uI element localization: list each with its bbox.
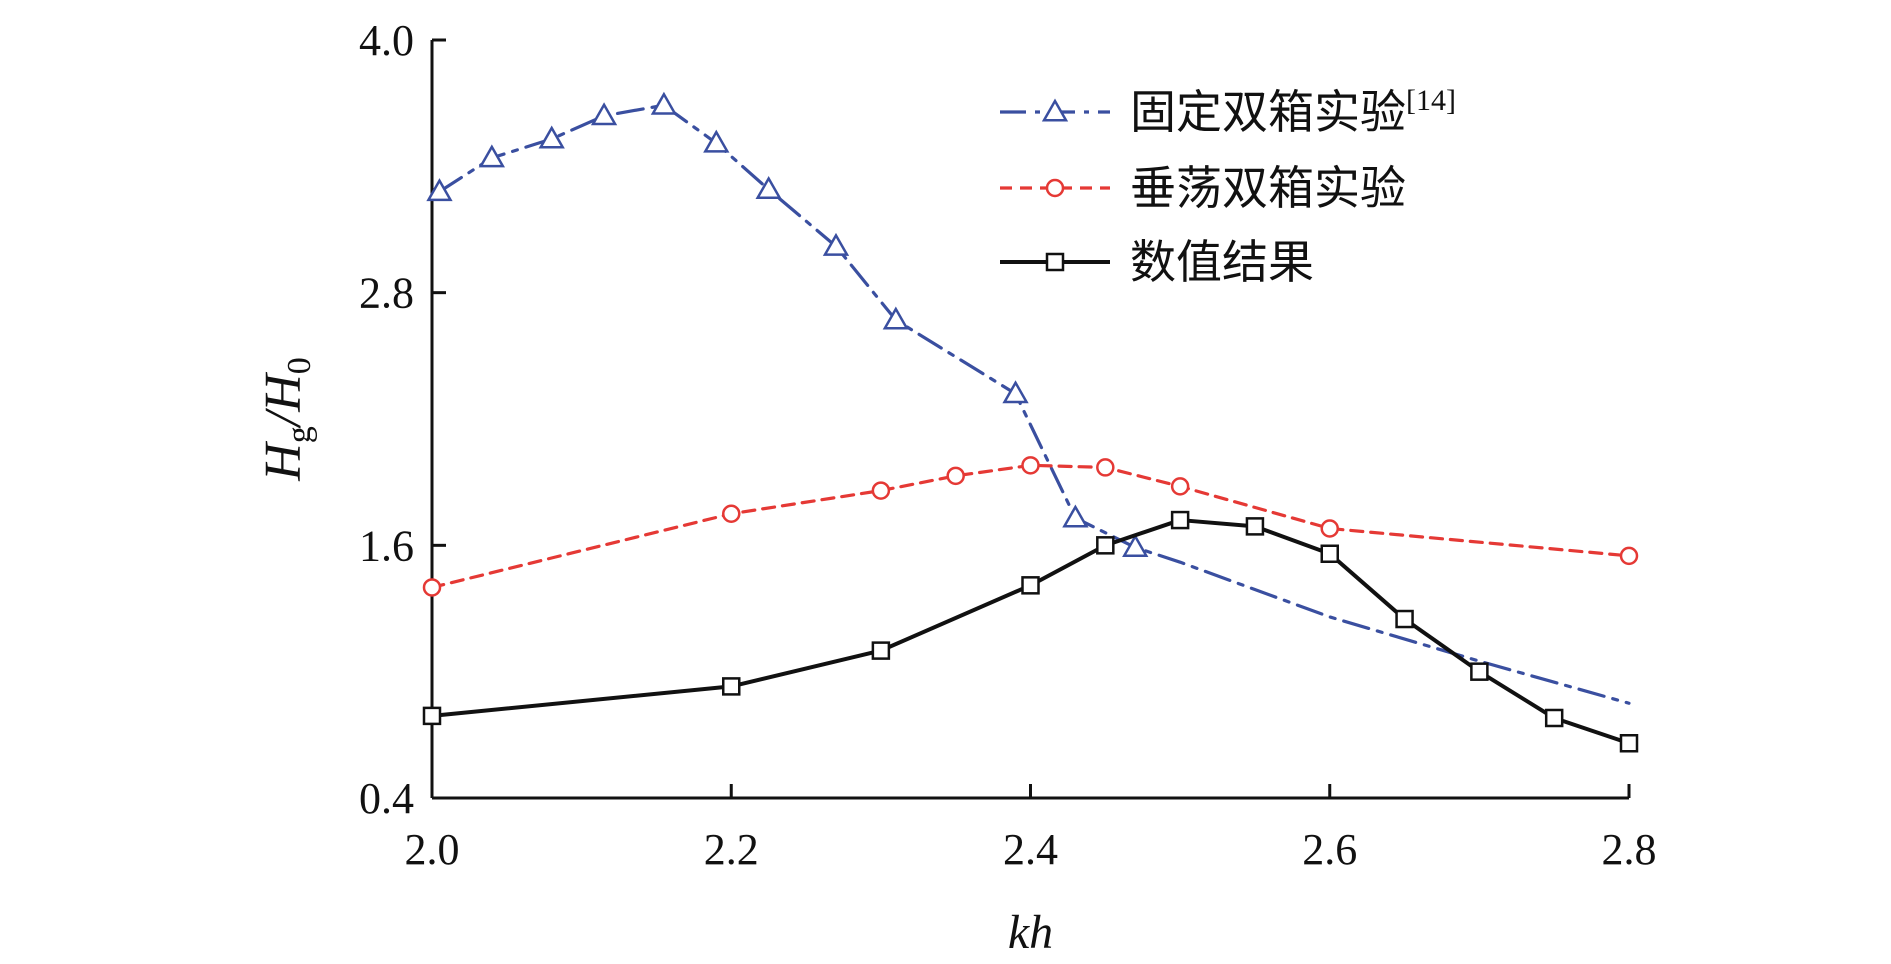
data-point <box>1470 662 1489 681</box>
data-point <box>882 306 909 330</box>
legend-reference: [14] <box>1406 84 1456 117</box>
data-point <box>1122 533 1149 557</box>
data-point <box>755 175 782 199</box>
y-tick-label: 1.6 <box>359 521 414 570</box>
data-point <box>650 91 678 115</box>
data-point <box>538 125 565 149</box>
legend-label: 数值结果 <box>1130 235 1314 289</box>
data-point <box>1320 544 1339 564</box>
series-line <box>437 103 1631 705</box>
x-axis-label: kh <box>1008 906 1053 959</box>
y-tick-label: 2.8 <box>359 269 414 318</box>
data-point <box>1619 734 1639 753</box>
legend-label: 垂荡双箱实验 <box>1130 161 1406 215</box>
data-point <box>590 102 618 126</box>
data-point <box>871 481 891 500</box>
series-line <box>430 463 1631 590</box>
data-point <box>871 641 891 660</box>
data-point <box>1096 536 1115 555</box>
data-point <box>703 129 730 153</box>
legend-item-1: 固定双箱实验[14] <box>1000 84 1456 139</box>
y-axis-label-sub2: 0 <box>281 357 318 374</box>
data-point <box>1544 708 1564 728</box>
data-point <box>722 504 741 523</box>
data-point <box>1245 517 1265 536</box>
x-tick-label: 2.0 <box>405 825 460 874</box>
data-point <box>1021 576 1040 595</box>
legend-label: 固定双箱实验[14] <box>1130 84 1456 139</box>
data-point <box>1170 477 1190 496</box>
data-point <box>722 677 741 696</box>
data-point <box>1002 380 1029 404</box>
x-tick-label: 2.2 <box>704 825 759 874</box>
series-1 <box>426 91 1631 705</box>
x-tick-label: 2.6 <box>1302 825 1357 874</box>
data-point <box>426 178 453 202</box>
y-axis-label-main: H <box>255 441 312 482</box>
data-point <box>422 706 442 726</box>
data-point <box>478 144 506 168</box>
data-point <box>822 232 850 256</box>
data-point <box>1320 519 1339 538</box>
x-tick-label: 2.4 <box>1003 825 1058 874</box>
series-line <box>430 518 1631 746</box>
data-point <box>1619 546 1639 566</box>
data-point <box>1395 609 1414 629</box>
y-axis-label-mid: /H <box>255 372 312 429</box>
data-point <box>1021 456 1040 475</box>
data-point <box>946 466 965 486</box>
data-point <box>1096 458 1115 477</box>
legend-marker <box>1041 98 1069 122</box>
legend-item-2: 垂荡双箱实验 <box>1000 161 1406 215</box>
legend-marker <box>1045 178 1065 198</box>
data-point <box>1062 504 1089 528</box>
data-point <box>422 578 442 597</box>
y-tick-label: 0.4 <box>359 774 414 823</box>
data-point <box>1170 510 1190 530</box>
series-layer <box>422 91 1639 753</box>
legend-marker <box>1045 252 1065 272</box>
y-axis-label-sub1: g <box>281 426 318 443</box>
y-axis-label: Hg/H0 <box>255 357 318 482</box>
legend-item-3: 数值结果 <box>1000 235 1314 289</box>
series-2 <box>422 456 1639 597</box>
x-tick-label: 2.8 <box>1602 825 1657 874</box>
axes: 2.0 2.2 2.4 2.6 2.8 0.4 1.6 2.8 4.0 <box>359 16 1657 874</box>
y-tick-label: 4.0 <box>359 16 414 65</box>
series-3 <box>422 510 1639 753</box>
